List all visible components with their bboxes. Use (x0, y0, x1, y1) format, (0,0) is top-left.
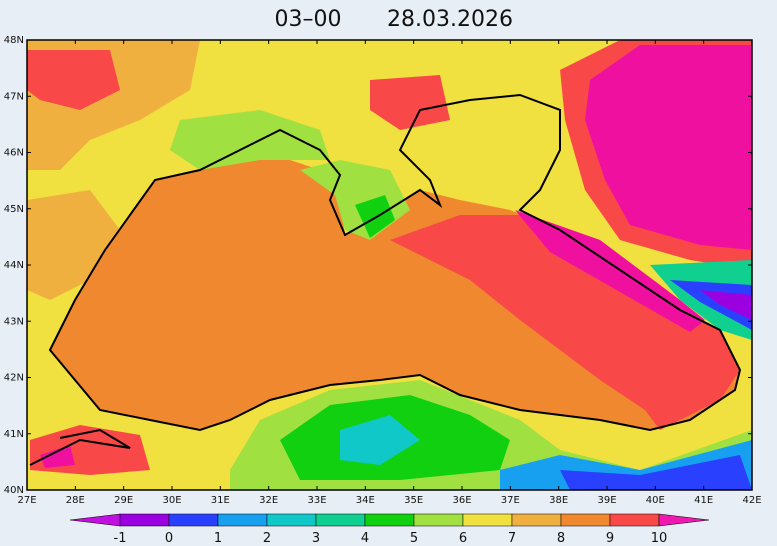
colorbar-arrow (658, 513, 710, 527)
field-area (560, 455, 752, 490)
field-area (390, 215, 740, 430)
lon-label: 32E (259, 495, 278, 506)
lat-label: 48N (4, 35, 24, 46)
colorbar-label: 0 (165, 531, 173, 546)
colorbar-label: 7 (508, 531, 516, 546)
lat-label: 46N (4, 148, 24, 159)
colorbar-label: 1 (214, 531, 222, 546)
colorbar-label: -1 (114, 531, 127, 546)
colorbar-cell (511, 513, 562, 527)
lat-label: 40N (4, 485, 24, 496)
title-time: 03–00 (275, 7, 342, 32)
lon-label: 34E (356, 495, 375, 506)
lat-label: 44N (4, 260, 24, 271)
lon-label: 37E (501, 495, 520, 506)
field-area (700, 290, 752, 320)
colorbar-cell (609, 513, 660, 527)
lon-label: 40E (646, 495, 665, 506)
coastline (29, 93, 742, 466)
colorbar-label: 4 (361, 531, 369, 546)
colorbar-label: 3 (312, 531, 320, 546)
lon-label: 38E (549, 495, 568, 506)
field-area (340, 415, 420, 465)
lon-label: 31E (211, 495, 230, 506)
lon-label: 27E (17, 495, 36, 506)
colorbar: -1 0 1 2 3 4 5 6 7 8 9 10 (69, 513, 710, 546)
colorbar-cell (364, 513, 415, 527)
colorbar-cell (413, 513, 464, 527)
colorbar-cell (560, 513, 611, 527)
colorbar-label: 8 (557, 531, 565, 546)
field-area (170, 110, 330, 170)
lon-label: 28E (66, 495, 85, 506)
field-area (585, 45, 752, 250)
colorbar-label: 6 (459, 531, 467, 546)
field-area (40, 445, 75, 468)
colorbar-cell (168, 513, 219, 527)
lat-label: 41N (4, 429, 24, 440)
lon-label: 41E (694, 495, 713, 506)
colorbar-label: 9 (606, 531, 614, 546)
lon-label: 30E (162, 495, 181, 506)
colorbar-cell (119, 513, 170, 527)
lat-label: 45N (4, 204, 24, 215)
lon-label: 36E (452, 495, 471, 506)
lat-label: 47N (4, 91, 24, 102)
colorbar-label: 10 (651, 531, 668, 546)
colorbar-cell (315, 513, 366, 527)
title-date: 28.03.2026 (387, 7, 513, 32)
lon-label: 39E (597, 495, 616, 506)
lon-label: 33E (307, 495, 326, 506)
field-area (50, 150, 740, 430)
field-area (370, 75, 450, 130)
lon-label: 29E (114, 495, 133, 506)
colorbar-label: 2 (263, 531, 271, 546)
field-area (355, 195, 395, 238)
lon-label: 35E (404, 495, 423, 506)
field-area (27, 190, 120, 300)
lat-label: 43N (4, 316, 24, 327)
lat-label: 42N (4, 373, 24, 384)
colorbar-label: 5 (410, 531, 418, 546)
field (27, 40, 752, 490)
colorbar-cell (217, 513, 268, 527)
colorbar-cell (266, 513, 317, 527)
colorbar-cell (462, 513, 513, 527)
field-area (515, 210, 705, 332)
field-area (670, 280, 752, 330)
field-area (27, 50, 120, 110)
lon-label: 42E (742, 495, 761, 506)
